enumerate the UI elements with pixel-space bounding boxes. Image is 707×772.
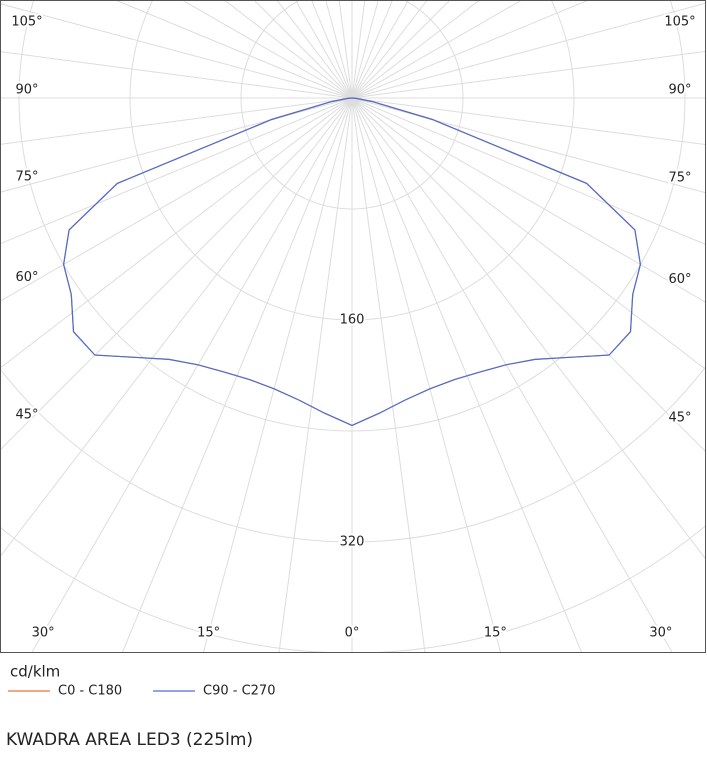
grid-radial (351, 97, 673, 652)
angle-label: 60° (668, 272, 691, 287)
grid-radial (295, 1, 353, 99)
angle-label: 60° (15, 270, 38, 285)
legend-label: C90 - C270 (203, 684, 275, 699)
grid-radial (351, 51, 705, 99)
grid-radial (351, 1, 588, 99)
grid-radial (351, 97, 501, 652)
grid-radial (351, 97, 705, 145)
curve (351, 97, 642, 426)
grid-radial (1, 51, 353, 99)
grid-radial (351, 97, 705, 194)
grid-radial (116, 1, 353, 99)
grid-radial (31, 97, 353, 652)
grid-radial (121, 97, 353, 652)
angle-label: 90° (668, 83, 691, 98)
angle-label: 45° (15, 408, 38, 423)
grid-radial (351, 97, 583, 652)
angle-label: 105° (664, 15, 695, 30)
grid-radial (1, 3, 353, 99)
grid-ring (1, 366, 705, 543)
angle-label: 0° (345, 626, 360, 641)
grid-radial (276, 1, 353, 99)
grid-radial (1, 97, 353, 450)
curve (351, 97, 642, 426)
angle-label: 75° (15, 170, 38, 185)
r-tick-label: 320 (340, 535, 365, 550)
grid-radial (1, 97, 353, 368)
angle-label: 75° (668, 170, 691, 185)
legend: C0 - C180 C90 - C270 (8, 684, 275, 699)
curve (62, 97, 353, 426)
grid-radial (182, 1, 353, 99)
grid-radial (351, 97, 705, 559)
grid-radial (1, 97, 353, 145)
grid-radial (1, 97, 353, 244)
angle-label: 45° (668, 411, 691, 426)
grid-radial (1, 97, 353, 557)
grid-radial (203, 97, 353, 652)
grid-radial (278, 97, 353, 652)
angle-label: 15° (484, 626, 507, 641)
angle-label: 105° (11, 15, 42, 30)
grid-radial (351, 97, 705, 303)
grid-radial (1, 97, 353, 193)
grid-radial (351, 97, 426, 652)
grid-radial (351, 97, 705, 245)
labels: 160 320 0° 15° 15° 30° 30° 45° 45° 60° 60° 75° 75° 90… (9, 13, 697, 643)
grid-radial (351, 1, 522, 99)
grid-radial (351, 97, 705, 452)
chart-title: KWADRA AREA LED3 (225lm) (6, 730, 253, 750)
grid-radial (254, 1, 353, 99)
grid-radial (351, 97, 705, 370)
unit-label: cd/klm (10, 663, 60, 681)
curve (62, 97, 353, 426)
frame (0, 0, 706, 653)
angle-label: 30° (649, 626, 672, 641)
grid-radial (351, 2, 705, 99)
legend-label: C0 - C180 (58, 684, 122, 699)
r-tick-label: 160 (340, 313, 365, 328)
grid-radial (351, 1, 480, 99)
curves (62, 97, 642, 426)
grid-radial (351, 1, 409, 99)
grid-radial (351, 1, 450, 99)
angle-label: 90° (15, 83, 38, 98)
grid-radial (351, 1, 428, 99)
angle-label: 30° (32, 626, 55, 641)
angle-label: 15° (197, 626, 220, 641)
grid-radial (224, 1, 353, 99)
